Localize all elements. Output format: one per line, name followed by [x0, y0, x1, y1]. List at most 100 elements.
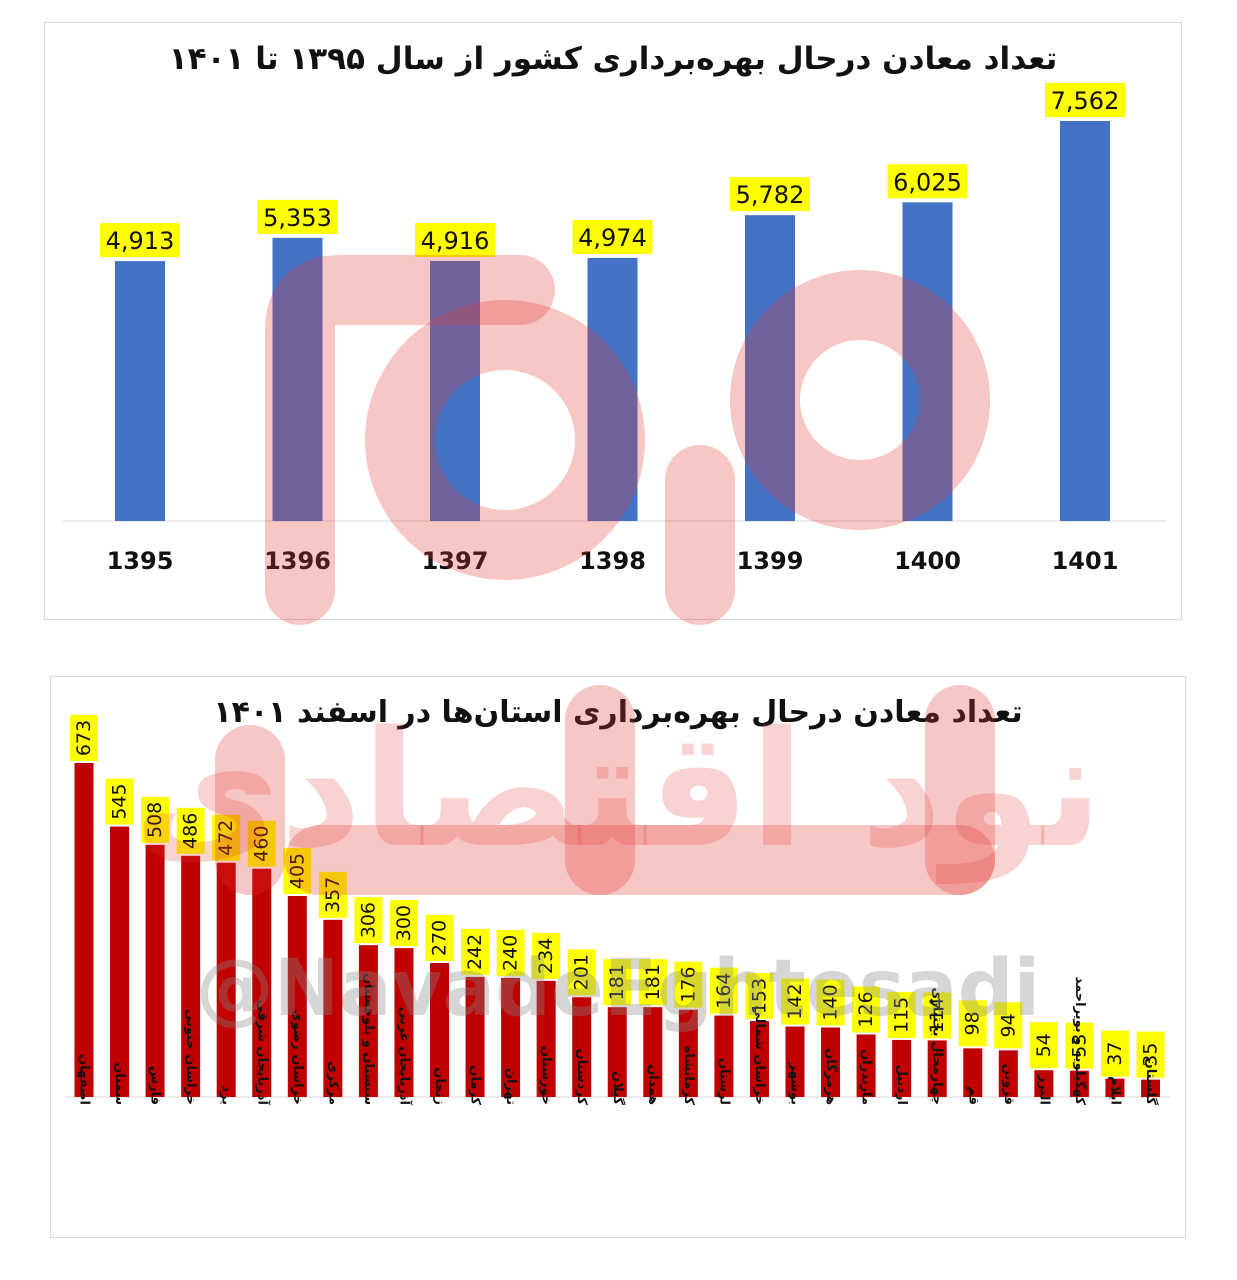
data-label-bg: [105, 778, 134, 825]
x-tick-label: کرمانشاه: [681, 1046, 696, 1106]
bar: [1141, 1079, 1160, 1097]
data-label: 114: [926, 997, 948, 1033]
data-label: 201: [571, 954, 593, 990]
data-label: 460: [251, 826, 273, 862]
bar: [145, 844, 165, 1097]
data-label: 300: [393, 905, 415, 941]
bar: [252, 868, 272, 1097]
data-label-bg: [958, 1000, 987, 1047]
data-label-bg: [781, 978, 809, 1025]
bar: [821, 1027, 841, 1097]
x-tick-label: خراسان شمالی: [752, 1005, 767, 1105]
bar: [745, 215, 795, 522]
data-label: 486: [180, 813, 202, 849]
x-tick-label: کرمان: [468, 1065, 483, 1105]
data-label: 545: [109, 783, 131, 819]
chart-provinces: 673 اصفهان 545 سمنان 508 فارس 486 خراسان جنوبی 4…: [65, 715, 1171, 1106]
data-label: 181: [606, 964, 628, 1000]
data-label-bg: [994, 1002, 1023, 1049]
x-tick-label: آذربایجان غربی: [396, 1007, 413, 1106]
x-tick-label: 1401: [1052, 547, 1119, 575]
bar: [572, 997, 592, 1097]
bar: [856, 1034, 876, 1097]
data-label: 94: [997, 1013, 1019, 1037]
data-label-bg: [496, 929, 525, 976]
data-label-bg: [745, 973, 774, 1020]
x-tick-label: 1396: [264, 547, 331, 575]
data-label-bg: [1065, 1022, 1094, 1069]
data-label: 234: [535, 938, 557, 974]
data-label-bg: [674, 961, 703, 1008]
data-label: 5,782: [736, 181, 805, 209]
bar: [963, 1048, 983, 1097]
bar: [465, 976, 485, 1097]
data-label: 7,562: [1051, 87, 1120, 115]
bar: [1069, 1070, 1089, 1097]
bar: [536, 980, 556, 1097]
x-tick-label: 1399: [737, 547, 804, 575]
data-label-bg: [1045, 83, 1125, 117]
bar: [892, 1039, 912, 1097]
data-label: 164: [713, 972, 735, 1008]
data-label: 142: [784, 983, 806, 1019]
bar: [1034, 1070, 1054, 1097]
bar: [216, 862, 236, 1097]
data-label-bg: [283, 848, 312, 895]
bar: [1060, 121, 1110, 521]
data-label-bg: [1029, 1022, 1058, 1069]
x-tick-label: کهگیلویه و بویراحمد: [1072, 977, 1088, 1106]
data-label-bg: [415, 222, 495, 257]
data-label-bg: [730, 177, 810, 212]
x-tick-label: خوزستان: [539, 1046, 554, 1105]
x-tick-label: لرستان: [716, 1058, 731, 1105]
x-tick-label: یزد: [219, 1085, 234, 1105]
x-tick-label: گلستان: [1143, 1058, 1159, 1106]
chart-title-yearly: تعداد معادن درحال بهره‌برداری کشور از سا…: [168, 41, 1058, 77]
data-label-bg: [572, 219, 653, 254]
data-label: 270: [429, 920, 451, 956]
x-tick-label: قم: [965, 1086, 980, 1105]
data-label: 472: [215, 820, 237, 856]
data-label-bg: [709, 967, 738, 1014]
x-tick-label: سیستان و بلوچستان: [361, 973, 376, 1105]
data-label-bg: [852, 986, 881, 1033]
x-tick-label: هرمزگان: [823, 1048, 839, 1105]
data-label: 4,974: [578, 224, 647, 252]
bar: [74, 763, 94, 1097]
x-tick-label: قزوین: [1001, 1064, 1016, 1105]
data-label: 4,913: [106, 227, 175, 255]
data-label-bg: [141, 796, 170, 843]
x-tick-label: گیلان: [610, 1071, 626, 1105]
data-label-bg: [257, 199, 338, 234]
bar: [501, 977, 521, 1097]
x-tick-label: 1398: [579, 547, 646, 575]
data-label-bg: [816, 979, 845, 1026]
x-tick-label: بوشهر: [788, 1062, 803, 1106]
data-label: 242: [464, 934, 486, 970]
x-tick-label: البرز: [1036, 1074, 1051, 1105]
bar: [714, 1015, 734, 1097]
data-label-bg: [1100, 1030, 1129, 1077]
bar: [110, 826, 130, 1097]
bar: [998, 1050, 1018, 1097]
data-label: 140: [820, 984, 842, 1020]
x-tick-label: 1395: [107, 547, 174, 575]
data-label: 508: [144, 802, 166, 838]
x-tick-label: 1400: [894, 547, 961, 575]
data-label-bg: [532, 932, 561, 979]
bar: [394, 948, 414, 1097]
data-label: 4,916: [421, 227, 490, 255]
data-label-bg: [567, 949, 596, 996]
bar: [587, 257, 638, 521]
data-label: 35: [1140, 1043, 1162, 1067]
data-label: 306: [357, 902, 379, 938]
data-label-bg: [318, 871, 347, 918]
data-label: 126: [855, 991, 877, 1027]
x-tick-label: ایلام: [1107, 1076, 1122, 1105]
bar: [785, 1026, 805, 1097]
bar: [430, 260, 480, 521]
x-tick-label: آذربایجان شرقی: [254, 999, 271, 1105]
data-label-bg: [425, 915, 454, 962]
bar: [902, 202, 953, 521]
x-tick-label: سمنان: [112, 1062, 127, 1105]
